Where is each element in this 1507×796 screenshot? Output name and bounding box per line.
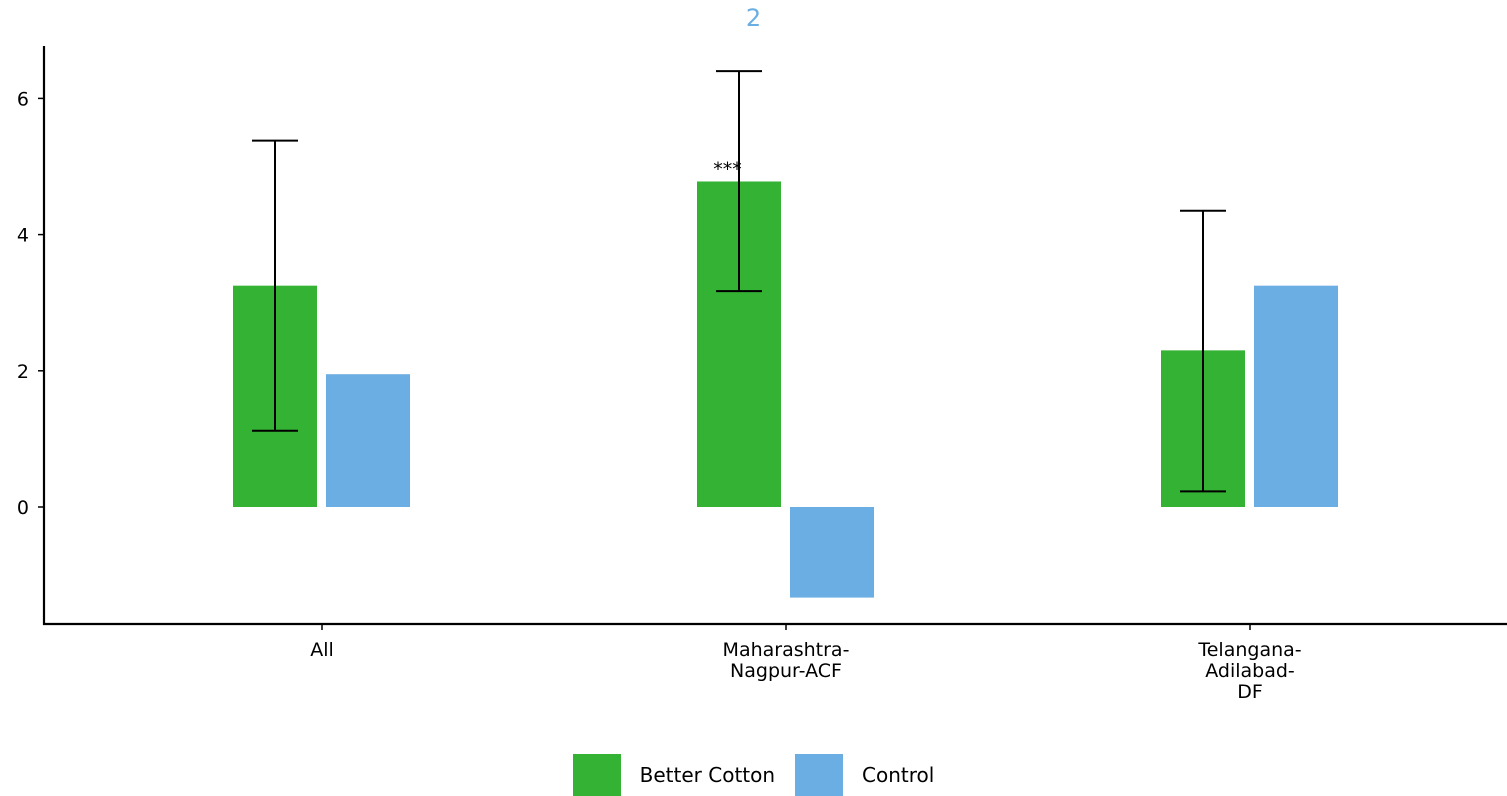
y-tick-label: 2 [17,361,29,383]
legend: Better Cotton Control [0,754,1507,796]
legend-swatch-control [795,754,844,796]
x-tick-label-0: All [310,639,334,661]
legend-swatch-better-cotton [572,754,621,796]
y-tick-label: 4 [17,225,29,247]
legend-item-better-cotton: Better Cotton [572,754,776,796]
bar-control-2 [1254,285,1338,507]
x-tick-label-2: Telangana-Adilabad-DF [1197,639,1301,703]
y-tick-label: 0 [17,497,29,519]
y-tick-label: 6 [17,88,29,110]
legend-label-control: Control [862,763,935,787]
significance-annotation-0: *** [713,158,742,180]
x-tick-label-1: Maharashtra-Nagpur-ACF [723,639,850,682]
legend-label-better-cotton: Better Cotton [639,763,776,787]
chart-title: 2 [745,4,762,32]
bar-control-0 [326,374,410,507]
bar-control-1 [790,507,874,598]
legend-item-control: Control [795,754,934,796]
